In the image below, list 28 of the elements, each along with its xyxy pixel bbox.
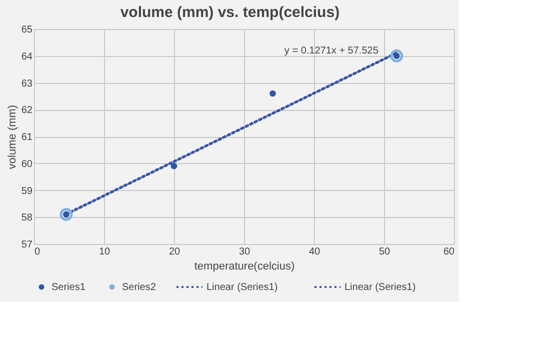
x-tick-label: 30 — [238, 246, 250, 258]
y-tick-label: 61 — [21, 132, 33, 143]
y-tick-label: 58 — [21, 212, 33, 224]
chart-title: volume (mm) vs. temp(celcius) — [120, 4, 340, 21]
legend-label: Series2 — [122, 282, 156, 293]
x-tick-label: 50 — [378, 246, 390, 258]
y-axis-title: volume (mm) — [6, 104, 18, 170]
y-tick-label: 57 — [21, 240, 33, 250]
x-tick-label: 0 — [34, 246, 40, 258]
x-tick-label: 40 — [308, 246, 320, 258]
point — [60, 208, 73, 221]
x-tick-label: 60 — [443, 246, 455, 258]
x-tick-label: 10 — [98, 246, 110, 258]
x-tick-label: 20 — [168, 246, 180, 258]
annotation: y = 0.1271x + 57.525 — [284, 46, 379, 56]
y-tick-label: 63 — [21, 78, 33, 90]
legend-label: Series1 — [52, 282, 86, 293]
y-tick-label: 59 — [21, 186, 33, 197]
x-axis-title: temperature(celcius) — [194, 260, 295, 272]
point — [170, 162, 178, 170]
legend-label: Linear (Series1) — [344, 282, 416, 293]
y-tick-label: 64 — [21, 51, 33, 62]
y-tick-label: 65 — [21, 24, 33, 36]
legend-label: Linear (Series1) — [206, 282, 278, 293]
point — [270, 90, 276, 97]
point — [390, 49, 404, 62]
y-tick-label: 62 — [21, 105, 33, 116]
y-tick-label: 60 — [21, 158, 33, 170]
